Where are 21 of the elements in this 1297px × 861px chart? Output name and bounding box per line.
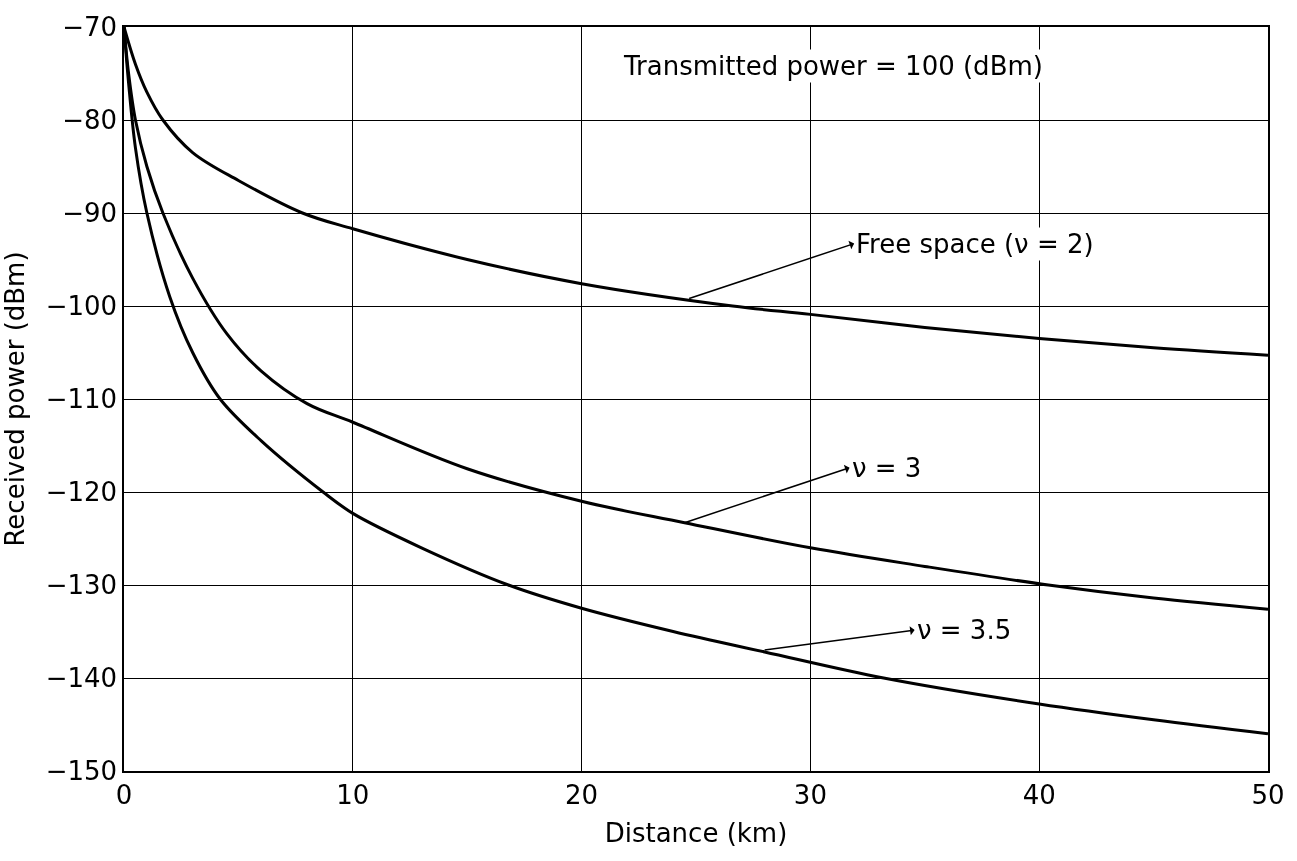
x-tick-label: 10 (336, 779, 370, 810)
x-tick-label: 20 (565, 779, 599, 810)
y-tick-label: −100 (45, 291, 118, 322)
y-tick-label: −110 (45, 384, 118, 415)
x-axis-title: Distance (km) (604, 818, 788, 849)
y-tick-label: −140 (45, 663, 118, 694)
x-tick-label: 40 (1022, 779, 1056, 810)
x-tick-label: 50 (1251, 779, 1285, 810)
y-tick-label: −130 (45, 570, 118, 601)
y-tick-label: −120 (45, 477, 118, 508)
y-tick-label: −150 (45, 756, 118, 787)
x-tick-label: 0 (115, 779, 133, 810)
annotation: Free space (ν = 2) (856, 229, 1094, 259)
x-tick-label: 30 (793, 779, 827, 810)
y-tick-label: −90 (62, 198, 118, 229)
y-axis-title: Received power (dBm) (0, 251, 30, 547)
annotation: ν = 3.5 (917, 615, 1012, 645)
annotation: ν = 3 (852, 453, 922, 483)
y-tick-label: −80 (62, 105, 118, 136)
y-tick-label: −70 (62, 12, 118, 43)
annotation: Transmitted power = 100 (dBm) (623, 51, 1043, 81)
